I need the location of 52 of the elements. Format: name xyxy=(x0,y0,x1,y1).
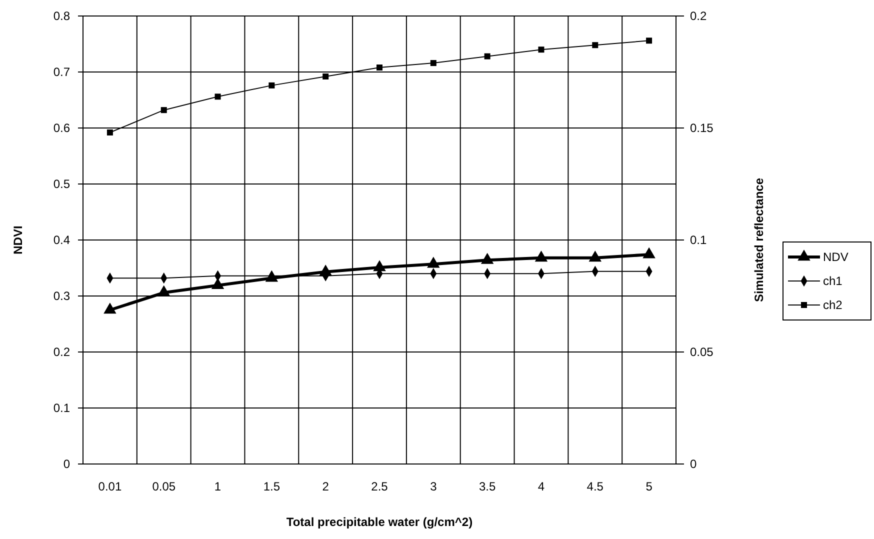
point xyxy=(376,64,382,71)
point xyxy=(211,278,224,290)
x-tick-label: 0.05 xyxy=(152,480,176,494)
point xyxy=(319,264,332,276)
legend-label: NDV xyxy=(823,250,848,264)
point xyxy=(646,38,652,44)
legend-label: ch1 xyxy=(823,274,843,288)
x-tick-label: 3.5 xyxy=(478,480,496,494)
point xyxy=(104,302,116,314)
point xyxy=(480,252,494,264)
y-tick-label: 0 xyxy=(63,456,70,471)
point xyxy=(373,260,386,272)
x-tick-label: 4 xyxy=(538,480,545,494)
point xyxy=(265,270,278,282)
point xyxy=(642,247,656,258)
x-axis-title: Total precipitable water (g/cm^2) xyxy=(286,515,473,529)
point xyxy=(538,46,544,53)
x-tick-label: 3 xyxy=(430,480,438,494)
x-tick-label: 5 xyxy=(646,480,653,494)
y-tick-label: 0.3 xyxy=(53,288,70,303)
point xyxy=(268,82,275,88)
y2-tick-label: 0.15 xyxy=(690,120,714,135)
y-tick-label: 0.7 xyxy=(53,64,70,79)
y-tick-label: 0.8 xyxy=(53,8,70,23)
point xyxy=(106,129,113,136)
point xyxy=(592,42,598,48)
y-axis-title: NDVI xyxy=(11,226,25,254)
point xyxy=(588,250,602,262)
y-tick-label: 0.6 xyxy=(53,120,70,135)
x-tick-label: 2.5 xyxy=(371,480,388,494)
point xyxy=(430,60,436,66)
y2-tick-label: 0.05 xyxy=(690,344,714,359)
point xyxy=(214,94,221,100)
x-tick-label: 0.01 xyxy=(98,480,122,494)
x-tick-label: 2 xyxy=(322,480,330,494)
y2-tick-label: 0 xyxy=(690,456,697,471)
point xyxy=(427,256,440,268)
x-tick-label: 1.5 xyxy=(263,480,280,494)
point xyxy=(322,73,329,80)
y-tick-label: 0.5 xyxy=(53,176,70,191)
y2-tick-label: 0.1 xyxy=(690,232,708,247)
point xyxy=(484,53,490,60)
x-tick-label: 4.5 xyxy=(586,480,604,494)
y-tick-label: 0.4 xyxy=(53,232,70,247)
y2-axis-title: Simulated reflectance xyxy=(752,178,766,302)
y-tick-label: 0.1 xyxy=(53,400,70,415)
point xyxy=(160,107,167,114)
point xyxy=(534,250,548,262)
y-tick-label: 0.2 xyxy=(53,344,70,359)
x-tick-label: 1 xyxy=(214,480,222,494)
legend-label: ch2 xyxy=(823,298,843,312)
y2-tick-label: 0.2 xyxy=(690,8,708,23)
